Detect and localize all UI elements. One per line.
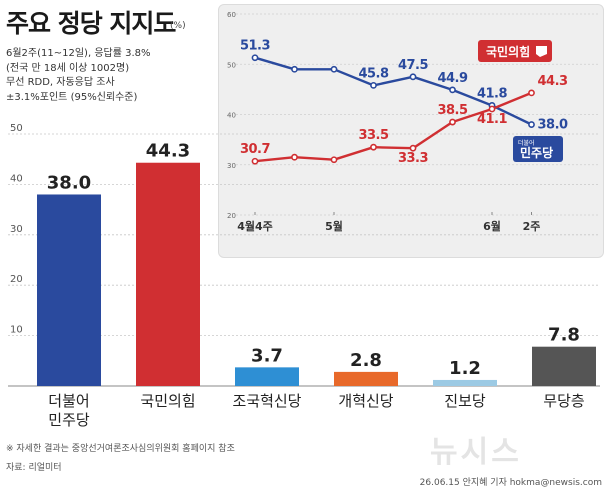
bar-value-label: 2.8 (350, 350, 382, 371)
line-point (409, 144, 417, 152)
line-value-label: 30.7 (240, 142, 271, 157)
bar (334, 371, 398, 386)
line-point (449, 86, 456, 94)
party-tag-label: 민주당 (520, 145, 553, 160)
bar-y-tick-label: 30 (10, 224, 23, 235)
line-point (528, 89, 535, 97)
bar-value-label: 44.3 (146, 141, 190, 162)
party-logo-icon (536, 46, 547, 57)
bar-category-label: 더불어 (48, 392, 89, 410)
line-point (251, 54, 259, 62)
footnote: ※ 자세한 결과는 중앙선거여론조사심의위원회 홈페이지 참조 (6, 444, 235, 454)
line-point (291, 153, 298, 161)
credit: 26.06.15 안지혜 기자 hokma@newsis.com (419, 478, 602, 488)
line-point (251, 157, 259, 165)
bar (37, 194, 101, 386)
line-point (330, 65, 338, 73)
line-value-label: 51.3 (240, 39, 271, 54)
bar-category-label: 민주당 (48, 411, 90, 429)
line-point (528, 121, 535, 128)
line-y-tick-label: 50 (227, 61, 236, 69)
survey-info-line: 무선 RDD, 자동응답 조사 (6, 77, 115, 88)
watermark-logo: 뉴시스 (430, 435, 522, 470)
line-series (254, 56, 533, 126)
survey-info-line: (전국 만 18세 이상 1002명) (6, 62, 130, 74)
page-title: 주요 정당 지지도 (6, 9, 176, 38)
bar-y-tick-label: 40 (10, 173, 23, 184)
bar-category-label: 개혁신당 (338, 392, 393, 410)
line-point (488, 105, 496, 113)
survey-info-line: ±3.1%포인트 (95%신뢰수준) (6, 91, 138, 103)
line-value-label: 45.8 (358, 66, 389, 81)
line-point (330, 156, 338, 164)
line-value-label: 38.5 (437, 103, 468, 118)
bar (136, 162, 200, 386)
survey-info-line: 6월2주(11~12일), 응답률 3.8% (6, 48, 151, 59)
line-point (449, 118, 456, 126)
bar-y-tick-label: 20 (10, 274, 23, 285)
source: 자료: 리얼미터 (6, 463, 62, 473)
party-tag-background (513, 136, 563, 162)
bar-category-label: 국민의힘 (140, 392, 195, 410)
line-point (370, 143, 377, 151)
party-tag-background (478, 40, 552, 62)
line-x-tick-label: 5월 (325, 219, 343, 233)
line-value-label: 44.3 (538, 74, 569, 89)
line-value-label: 33.3 (398, 151, 429, 166)
line-x-tick-label: 4월4주 (237, 219, 273, 233)
line-y-tick-label: 60 (227, 11, 236, 19)
line-series (254, 91, 532, 163)
bar-value-label: 3.7 (251, 345, 283, 366)
line-value-label: 33.5 (358, 128, 389, 143)
line-point (409, 73, 417, 81)
party-tag-label: 국민의힘 (486, 44, 530, 59)
bar-y-tick-label: 50 (10, 123, 23, 134)
bar-value-label: 1.2 (449, 358, 481, 379)
party-tag-prefix: 더불어 (518, 139, 535, 147)
line-value-label: 41.8 (477, 86, 508, 101)
line-x-tick-label: 6월 (483, 219, 501, 233)
bar-category-label: 조국혁신당 (232, 392, 301, 410)
line-value-label: 44.9 (437, 71, 468, 86)
line-x-tick-label: 2주 (523, 220, 541, 233)
line-point (370, 81, 377, 89)
bar-category-label: 진보당 (444, 392, 486, 410)
title-unit: (%) (170, 21, 186, 31)
survey-info: 6월2주(11~12일), 응답률 3.8% (전국 만 18세 이상 1002… (6, 47, 151, 105)
bar-y-tick-label: 10 (10, 325, 23, 336)
line-y-tick-label: 40 (227, 112, 236, 120)
line-y-tick-label: 30 (227, 162, 236, 170)
bar-value-label: 38.0 (47, 172, 91, 193)
bar-category-label: 무당층 (543, 392, 584, 410)
line-value-label: 38.0 (538, 118, 569, 133)
line-y-tick-label: 20 (227, 212, 236, 220)
bar (235, 367, 299, 386)
bar-value-label: 7.8 (548, 325, 580, 346)
bar (532, 346, 596, 386)
bar (433, 379, 497, 386)
line-value-label: 47.5 (398, 58, 429, 73)
line-point (291, 65, 298, 73)
line-value-label: 41.1 (477, 112, 508, 127)
